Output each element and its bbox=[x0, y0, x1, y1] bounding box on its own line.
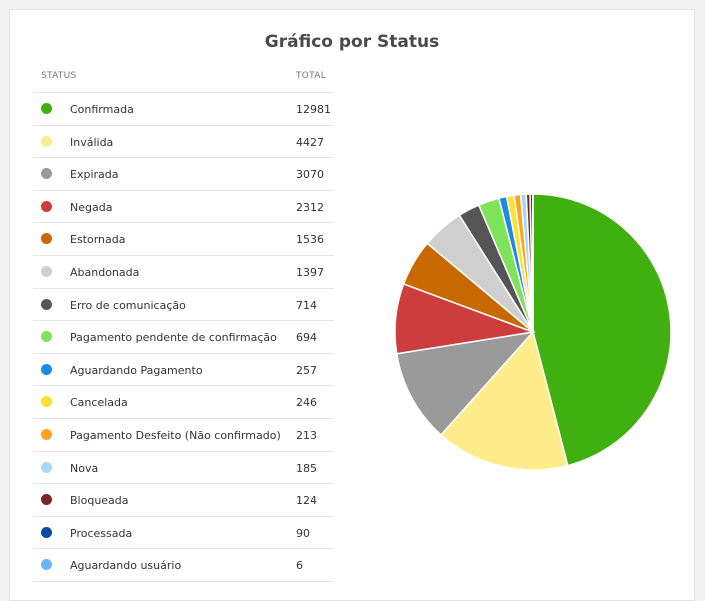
legend-color-icon bbox=[41, 233, 52, 244]
status-total: 1536 bbox=[296, 233, 324, 246]
status-total: 694 bbox=[296, 331, 317, 344]
status-total: 185 bbox=[296, 462, 317, 475]
status-label: Negada bbox=[70, 201, 112, 214]
legend-color-icon bbox=[41, 559, 52, 570]
status-total: 246 bbox=[296, 396, 317, 409]
table-row: Abandonada 1397 bbox=[33, 256, 334, 289]
status-total: 12981 bbox=[296, 103, 331, 116]
status-total: 213 bbox=[296, 429, 317, 442]
status-total: 1397 bbox=[296, 266, 324, 279]
legend-color-icon bbox=[41, 136, 52, 147]
status-label: Pagamento Desfeito (Não confirmado) bbox=[70, 429, 281, 442]
legend-color-icon bbox=[41, 103, 52, 114]
table-row: Aguardando usuário 6 bbox=[33, 549, 334, 582]
table-row: Estornada 1536 bbox=[33, 223, 334, 256]
table-row: Inválida 4427 bbox=[33, 126, 334, 159]
table-row: Pagamento Desfeito (Não confirmado) 213 bbox=[33, 419, 334, 452]
legend-color-icon bbox=[41, 494, 52, 505]
table-row: Nova 185 bbox=[33, 452, 334, 485]
legend-color-icon bbox=[41, 266, 52, 277]
status-total: 2312 bbox=[296, 201, 324, 214]
legend-color-icon bbox=[41, 462, 52, 473]
legend-color-icon bbox=[41, 396, 52, 407]
legend-color-icon bbox=[41, 331, 52, 342]
status-label: Pagamento pendente de confirmação bbox=[70, 331, 277, 344]
table-row: Aguardando Pagamento 257 bbox=[33, 354, 334, 387]
status-label: Estornada bbox=[70, 233, 126, 246]
legend-color-icon bbox=[41, 299, 52, 310]
status-label: Aguardando usuário bbox=[70, 559, 181, 572]
status-label: Erro de comunicação bbox=[70, 299, 186, 312]
table-row: Pagamento pendente de confirmação 694 bbox=[33, 321, 334, 354]
table-row: Negada 2312 bbox=[33, 191, 334, 224]
status-label: Bloqueada bbox=[70, 494, 129, 507]
status-total: 4427 bbox=[296, 136, 324, 149]
table-row: Cancelada 246 bbox=[33, 386, 334, 419]
status-table: Confirmada 12981 Inválida 4427 Expirada 3070 N… bbox=[33, 93, 334, 582]
status-total: 3070 bbox=[296, 168, 324, 181]
legend-color-icon bbox=[41, 201, 52, 212]
status-label: Processada bbox=[70, 527, 132, 540]
chart-title: Gráfico por Status bbox=[10, 32, 694, 52]
status-total: 257 bbox=[296, 364, 317, 377]
column-header-total: TOTAL bbox=[296, 71, 326, 81]
status-total: 90 bbox=[296, 527, 310, 540]
table-row: Confirmada 12981 bbox=[33, 93, 334, 126]
table-row: Bloqueada 124 bbox=[33, 484, 334, 517]
status-label: Inválida bbox=[70, 136, 113, 149]
legend-color-icon bbox=[41, 364, 52, 375]
table-row: Processada 90 bbox=[33, 517, 334, 550]
status-label: Aguardando Pagamento bbox=[70, 364, 203, 377]
status-total: 6 bbox=[296, 559, 303, 572]
legend-color-icon bbox=[41, 429, 52, 440]
legend-color-icon bbox=[41, 168, 52, 179]
pie-chart bbox=[380, 180, 680, 480]
legend-color-icon bbox=[41, 527, 52, 538]
table-row: Expirada 3070 bbox=[33, 158, 334, 191]
status-label: Expirada bbox=[70, 168, 119, 181]
table-row: Erro de comunicação 714 bbox=[33, 289, 334, 322]
status-total: 124 bbox=[296, 494, 317, 507]
table-header: STATUS TOTAL bbox=[33, 70, 334, 93]
status-label: Nova bbox=[70, 462, 98, 475]
status-label: Abandonada bbox=[70, 266, 139, 279]
status-label: Confirmada bbox=[70, 103, 134, 116]
status-total: 714 bbox=[296, 299, 317, 312]
column-header-status: STATUS bbox=[41, 71, 77, 81]
status-label: Cancelada bbox=[70, 396, 128, 409]
